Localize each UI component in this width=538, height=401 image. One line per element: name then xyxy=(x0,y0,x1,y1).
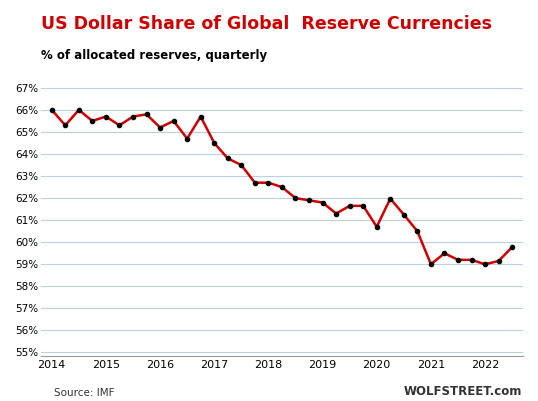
Text: WOLFSTREET.com: WOLFSTREET.com xyxy=(404,385,522,398)
Text: % of allocated reserves, quarterly: % of allocated reserves, quarterly xyxy=(41,49,267,61)
Text: Source: IMF: Source: IMF xyxy=(54,388,114,398)
Text: US Dollar Share of Global  Reserve Currencies: US Dollar Share of Global Reserve Curren… xyxy=(41,15,492,33)
